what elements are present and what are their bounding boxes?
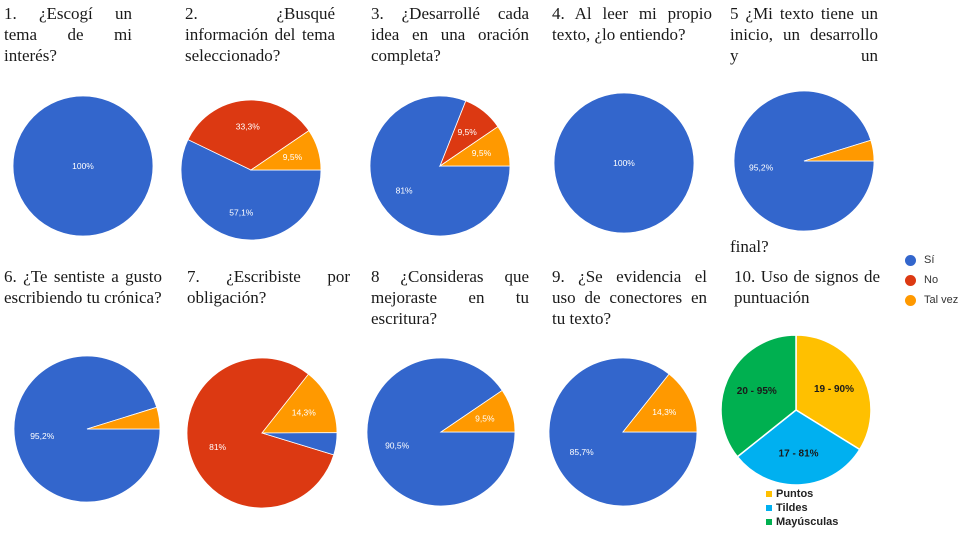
- pie-slice: [261, 432, 338, 456]
- pie-slice: [439, 389, 516, 433]
- legend-swatch: [766, 505, 772, 511]
- pie-slice-label: 90,5%: [385, 440, 410, 450]
- pie-slice-label: 57,1%: [229, 207, 254, 217]
- question-10: 10. Uso de signos de puntuación: [734, 267, 880, 307]
- pie-slice: [180, 139, 322, 241]
- pie-slice-label: 100%: [72, 161, 94, 171]
- question-2: 2. ¿Busqué información del tema seleccio…: [185, 4, 335, 65]
- pie-slice: [13, 355, 161, 503]
- question-5: 5 ¿Mi texto tiene un inicio, un desarrol…: [730, 4, 878, 65]
- pie-slice: [187, 99, 310, 171]
- question-9: 9. ¿Se evidencia el uso de conectores en…: [552, 267, 707, 328]
- pie-slice-label: 81%: [396, 185, 413, 195]
- pie-slice: [12, 95, 154, 237]
- legend-label: Tildes: [776, 502, 808, 514]
- question-3: 3. ¿Desarrollé cada idea en una oración …: [371, 4, 529, 65]
- legend-item-tal-vez: Tal vez: [905, 290, 958, 310]
- pie-chart-5: 95,2%: [733, 90, 875, 232]
- pie-chart-10: 19 - 90% 17 - 81% 20 - 95%: [720, 334, 872, 486]
- legend: Sí No Tal vez: [905, 250, 958, 310]
- pie-slice-label: 9,5%: [457, 127, 477, 137]
- pie-chart-3: 81% 9,5% 9,5%: [369, 95, 511, 237]
- legend-item-si: Sí: [905, 250, 958, 270]
- pie-slice-label: 33,3%: [236, 122, 261, 132]
- question-1: 1. ¿Escogí un tema de mi interés?: [4, 4, 132, 65]
- pie-slice-label: 9,5%: [283, 152, 303, 162]
- pie-slice: [86, 406, 161, 430]
- legend-label: Mayúsculas: [776, 516, 839, 528]
- pie-chart-6: 95,2%: [13, 355, 161, 503]
- pie-slice: [736, 409, 861, 486]
- question-8: 8 ¿Consideras que mejoraste en tu escrit…: [371, 267, 529, 328]
- pie-slice: [548, 357, 698, 507]
- pie-slice: [803, 139, 875, 162]
- pie-chart-9: 85,7% 14,3%: [548, 357, 698, 507]
- pie-slice-label: 95,2%: [30, 431, 55, 441]
- pie-chart-8: 90,5% 9,5%: [366, 357, 516, 507]
- pie-slice-label: 14,3%: [292, 408, 317, 418]
- question-7: 7. ¿Escribiste por obligación?: [187, 267, 350, 307]
- legend-item-tildes: Tildes: [766, 501, 838, 515]
- pie-slice-label: 9,5%: [472, 148, 492, 158]
- pie-slice-label: 95,2%: [749, 163, 774, 173]
- pie-slice: [186, 357, 335, 509]
- question-4: 4. Al leer mi propio texto, ¿lo entiendo…: [552, 4, 712, 44]
- legend-swatch: [905, 274, 916, 286]
- pie-chart-1: 100%: [12, 95, 154, 237]
- pie-slice-label: 81%: [209, 442, 226, 452]
- pie-slice-label: 14,3%: [652, 407, 677, 417]
- pie-slice: [366, 357, 516, 507]
- legend-label: Sí: [924, 254, 935, 266]
- pie-slice-label: 19 - 90%: [814, 384, 854, 395]
- pie-slice: [438, 126, 511, 167]
- pie-slice: [553, 92, 695, 234]
- legend-swatch: [766, 519, 772, 525]
- pie-slice-label: 17 - 81%: [779, 448, 819, 459]
- legend-swatch: [905, 294, 916, 306]
- legend-label: Puntos: [776, 488, 814, 500]
- legend-swatch: [905, 254, 916, 266]
- pie-slice: [261, 373, 338, 434]
- pie-slice-label: 100%: [613, 158, 635, 168]
- pie-slice: [622, 373, 698, 433]
- legend-punctuation: Puntos Tildes Mayúsculas: [766, 487, 838, 529]
- pie-slice: [720, 334, 797, 458]
- pie-chart-2: 57,1% 33,3% 9,5%: [180, 99, 322, 241]
- pie-slice: [249, 130, 322, 171]
- legend-item-mayusculas: Mayúsculas: [766, 515, 838, 529]
- pie-slice-label: 85,7%: [570, 447, 595, 457]
- pie-chart-7: 81% 14,3%: [186, 357, 338, 509]
- pie-slice-label: 20 - 95%: [737, 386, 777, 397]
- question-6: 6. ¿Te sentiste a gusto escribiendo tu c…: [4, 267, 162, 307]
- legend-label: No: [924, 274, 939, 286]
- pie-chart-4: 100%: [553, 92, 695, 234]
- pie-slice-label: 9,5%: [475, 414, 495, 424]
- question-5-end: final?: [730, 237, 769, 256]
- legend-item-puntos: Puntos: [766, 487, 838, 501]
- legend-swatch: [766, 491, 772, 497]
- legend-label: Tal vez: [924, 294, 959, 306]
- legend-item-no: No: [905, 270, 958, 290]
